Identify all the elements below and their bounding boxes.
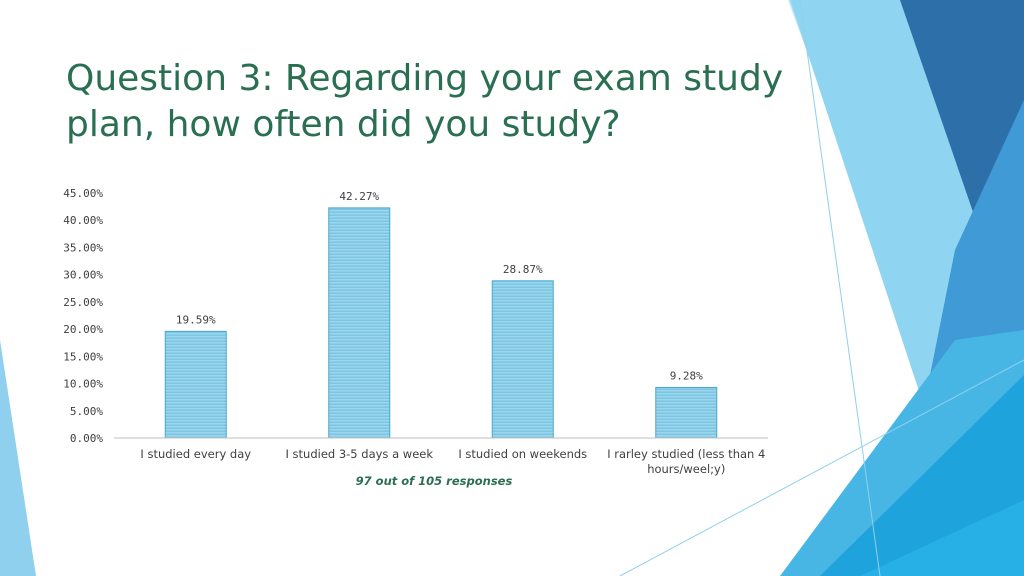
y-tick-label: 25.00% <box>63 296 103 309</box>
deco-thin-line-2 <box>619 359 1024 576</box>
slide-title: Question 3: Regarding your exam study pl… <box>66 58 784 145</box>
category-label: I studied on weekends <box>458 447 587 461</box>
bars: 19.59% 42.27% 28.87% 9.28% <box>164 190 718 439</box>
y-tick-label: 40.00% <box>63 214 103 227</box>
bar <box>328 207 391 439</box>
category-label: I studied every day <box>140 447 251 461</box>
y-tick-label: 45.00% <box>63 187 103 200</box>
data-label: 42.27% <box>339 190 379 203</box>
deco-thin-line-1 <box>799 0 881 576</box>
y-tick-label: 30.00% <box>63 269 103 282</box>
category-label: I rarley studied (less than 4 <box>607 447 765 461</box>
y-tick-label: 5.00% <box>70 405 103 418</box>
y-axis: 0.00% 5.00% 10.00% 15.00% 20.00% 25.00% 30.00%… <box>63 187 103 445</box>
y-tick-label: 0.00% <box>70 432 103 445</box>
y-tick-label: 20.00% <box>63 323 103 336</box>
y-tick-label: 35.00% <box>63 241 103 254</box>
y-tick-label: 15.00% <box>63 350 103 363</box>
data-label: 9.28% <box>670 369 703 382</box>
bar <box>655 386 718 439</box>
x-axis: I studied every day I studied 3-5 days a … <box>114 437 768 476</box>
data-label: 19.59% <box>176 313 216 326</box>
response-count-note: 97 out of 105 responses <box>355 474 513 488</box>
bar <box>164 330 227 439</box>
deco-left-shard <box>0 340 36 576</box>
category-label: I studied 3-5 days a week <box>285 447 433 461</box>
category-label: hours/weel;y) <box>647 462 725 476</box>
y-tick-label: 10.00% <box>63 378 103 391</box>
deco-shard-7 <box>860 500 1024 576</box>
data-label: 28.87% <box>503 263 543 276</box>
bar <box>491 280 554 439</box>
